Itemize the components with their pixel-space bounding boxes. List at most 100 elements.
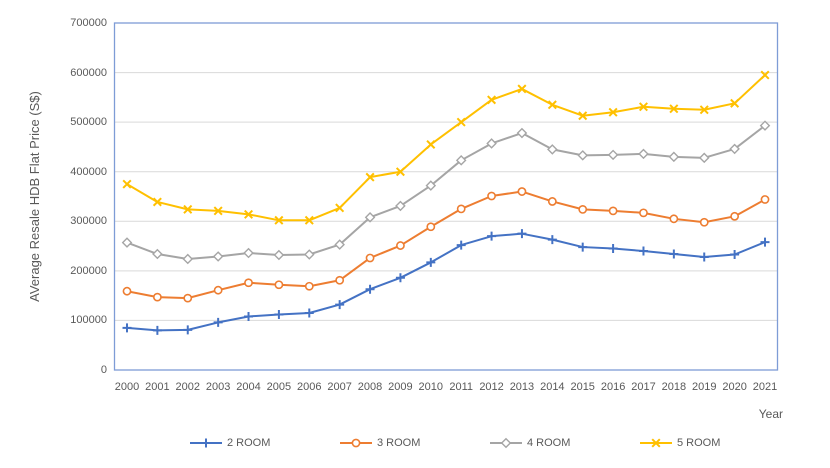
legend-item-2-room: 2 ROOM	[190, 437, 340, 449]
series-2-room-marker	[213, 317, 223, 327]
series-4-room-marker	[303, 249, 315, 260]
series-4-room-marker	[607, 149, 619, 161]
series-3-room-marker	[244, 278, 253, 288]
series-3-room-marker	[699, 217, 709, 227]
series-5-room-marker	[608, 107, 618, 117]
series-5-room-marker	[456, 117, 466, 127]
legend-marker	[201, 438, 211, 448]
series-3-room-marker	[730, 211, 740, 221]
series-5-room-marker	[365, 172, 375, 182]
series-4-room-marker	[425, 180, 437, 191]
series-2-room-marker	[638, 246, 648, 256]
y-tick-label: 0	[100, 364, 107, 376]
legend-swatch	[340, 438, 372, 448]
series-4-room-marker	[759, 120, 771, 131]
series-5-room-marker	[578, 111, 588, 121]
series-5-room-marker	[638, 102, 648, 112]
series-3-room-marker	[396, 241, 405, 250]
y-tick-label: 300000	[70, 215, 107, 228]
series-3-room-marker	[608, 206, 618, 216]
series-2-room-marker	[456, 240, 466, 250]
x-tick-label: 2017	[631, 381, 656, 393]
legend-swatch	[490, 437, 522, 449]
series-2-room-marker	[122, 323, 132, 333]
series-5-room-marker	[395, 167, 405, 177]
legend-label: 4 ROOM	[527, 437, 571, 449]
legend-item-4-room: 4 ROOM	[490, 437, 640, 449]
series-3-room-marker	[760, 195, 770, 204]
series-5-room-marker	[760, 70, 770, 80]
series-2-room-marker	[244, 311, 254, 321]
series-4-room-marker	[486, 138, 497, 149]
series-3-room-marker	[213, 285, 223, 295]
x-tick-label: 2012	[479, 381, 504, 393]
series-5-room-marker	[426, 139, 436, 149]
series-5-room-marker	[304, 215, 314, 225]
x-tick-label: 2009	[388, 381, 413, 393]
series-3-room-marker	[517, 187, 527, 196]
series-3-room-marker	[152, 292, 162, 302]
plot-border	[113, 22, 779, 371]
series-5-room-marker	[213, 206, 223, 216]
series-2-room-marker	[730, 249, 740, 259]
legend-label: 5 ROOM	[677, 437, 721, 449]
y-tick-label: 600000	[70, 66, 107, 79]
legend: 2 ROOM 3 ROOM 4 ROOM 5 ROOM	[190, 437, 790, 449]
series-2-room-marker	[335, 300, 345, 310]
series-3-room-marker	[578, 204, 588, 214]
x-tick-label: 2006	[297, 381, 322, 393]
series-5-room-marker	[274, 215, 284, 225]
series-4-room-marker	[638, 148, 649, 160]
series-3-room-marker	[304, 281, 314, 291]
series-3-room-marker	[365, 253, 375, 263]
x-tick-label: 2000	[114, 381, 140, 393]
x-tick-label: 2002	[175, 381, 200, 393]
series-3-room-marker	[547, 197, 557, 206]
x-tick-label: 2016	[600, 381, 626, 393]
series-5-room-marker	[517, 84, 527, 94]
series-4-room-marker	[668, 151, 680, 163]
x-tick-label: 2014	[540, 381, 565, 393]
legend-item-5-room: 5 ROOM	[640, 437, 790, 449]
series-5-room-marker	[183, 204, 193, 214]
y-tick-label: 700000	[70, 17, 107, 29]
series-3-room-marker	[426, 222, 436, 232]
series-2-room-marker	[365, 284, 375, 294]
series-5-room-marker	[152, 197, 162, 207]
y-tick-label: 100000	[70, 314, 107, 327]
x-tick-label: 2010	[418, 381, 444, 393]
legend-item-3-room: 3 ROOM	[340, 437, 490, 449]
series-2-room-marker	[183, 325, 193, 335]
series-4-room-marker	[364, 212, 376, 223]
series-4-room-marker	[121, 237, 133, 248]
series-4-room-marker	[395, 200, 406, 212]
series-3-room-marker	[669, 214, 679, 224]
series-2-room-marker	[608, 244, 618, 254]
legend-marker	[500, 437, 512, 449]
legend-swatch	[190, 438, 222, 448]
series-2-room-marker	[152, 325, 162, 335]
series-3-room-marker	[335, 275, 345, 285]
series-4-room-marker	[212, 251, 224, 262]
y-tick-label: 400000	[70, 165, 107, 178]
series-2-room-marker	[760, 237, 770, 247]
series-4-room-marker	[152, 248, 163, 260]
x-tick-label: 2007	[327, 381, 352, 393]
series-4-room-marker	[273, 249, 285, 261]
legend-label: 3 ROOM	[377, 437, 421, 449]
legend-swatch	[640, 438, 672, 448]
series-5-room-marker	[669, 104, 679, 114]
series-4-room-marker	[577, 150, 589, 161]
series-4-room-marker	[547, 144, 558, 155]
x-tick-label: 2020	[722, 381, 747, 393]
series-4-room-marker	[243, 247, 254, 259]
x-tick-label: 2001	[145, 381, 170, 393]
series-4-room-marker	[729, 143, 740, 155]
x-tick-label: 2005	[266, 381, 292, 393]
series-5-room-marker	[730, 98, 740, 108]
series-2-room-marker	[517, 229, 527, 239]
series-3-room-marker	[487, 191, 496, 201]
legend-marker	[651, 438, 661, 448]
series-5-room-marker	[699, 105, 709, 115]
